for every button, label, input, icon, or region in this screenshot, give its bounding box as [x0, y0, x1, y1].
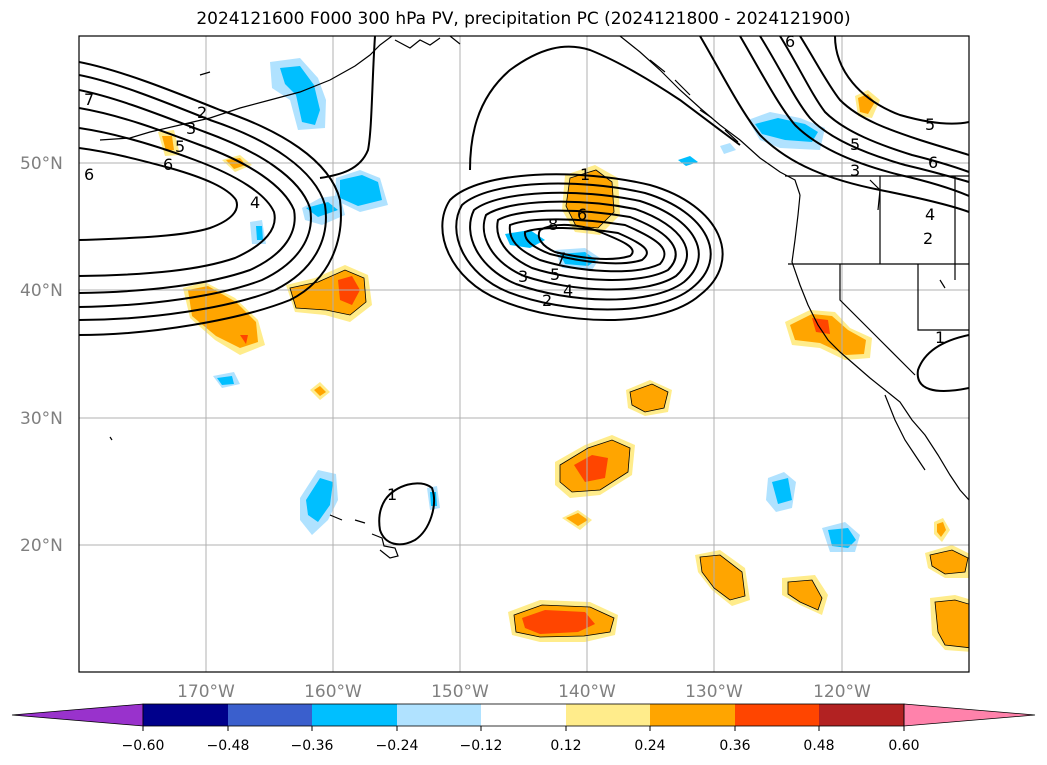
- colorbar-tick-6: 0.24: [634, 738, 665, 754]
- colorbar: −0.60 −0.48 −0.36 −0.24 −0.12 0.12 0.24 …: [11, 703, 1036, 754]
- colorbar-bin-8: [735, 704, 819, 726]
- contour-label-2b: 2: [197, 103, 207, 122]
- contour-label-4b: 4: [250, 193, 260, 212]
- contour-label-1c: 1: [935, 328, 945, 347]
- contour-label-6d: 6: [928, 153, 938, 172]
- colorbar-bin-5: [481, 704, 566, 726]
- contour-label-2: 2: [542, 291, 552, 310]
- colorbar-bin-2: [228, 704, 312, 726]
- colorbar-tick-1: −0.48: [207, 738, 250, 754]
- contour-label-6c: 6: [84, 165, 94, 184]
- precip-outlines: [289, 169, 969, 649]
- colorbar-bin-6: [566, 704, 650, 726]
- contour-label-1: 1: [580, 165, 590, 184]
- colorbar-bin-4: [397, 704, 481, 726]
- lat-label-20: 20°N: [20, 536, 63, 556]
- contour-label-1b: 1: [387, 485, 397, 504]
- colorbar-tick-5: 0.12: [550, 738, 581, 754]
- lon-label-150w: 150°W: [431, 682, 489, 702]
- lat-label-30: 30°N: [20, 409, 63, 429]
- contour-labels: 1 6 8 7 5 4 3 2 4 2 3 5 6 6 7 1 5 5 6 3 …: [84, 32, 945, 504]
- map-title: 2024121600 F000 300 hPa PV, precipitatio…: [196, 9, 851, 29]
- lon-labels: 170°W 160°W 150°W 140°W 130°W 120°W: [177, 682, 871, 702]
- contour-label-3b: 3: [186, 119, 196, 138]
- contour-label-4: 4: [563, 281, 573, 300]
- colorbar-bin-3: [312, 704, 397, 726]
- colorbar-tick-0: −0.60: [122, 738, 165, 754]
- contour-label-7: 7: [556, 249, 566, 268]
- contour-label-6b: 6: [163, 155, 173, 174]
- colorbar-low-extend: [11, 703, 144, 727]
- lon-label-170w: 170°W: [177, 682, 235, 702]
- lon-label-120w: 120°W: [813, 682, 871, 702]
- colorbar-tick-3: −0.24: [376, 738, 419, 754]
- colorbar-tick-2: −0.36: [291, 738, 334, 754]
- lat-labels: 50°N 40°N 30°N 20°N: [20, 154, 63, 556]
- lon-label-130w: 130°W: [685, 682, 743, 702]
- contour-label-2c: 2: [923, 229, 933, 248]
- lon-label-160w: 160°W: [304, 682, 362, 702]
- contour-label-8: 8: [548, 215, 558, 234]
- contour-label-3: 3: [518, 267, 528, 286]
- colorbar-bin-7: [650, 704, 735, 726]
- colorbar-tick-9: 0.60: [888, 738, 919, 754]
- contour-label-5: 5: [550, 265, 560, 284]
- contour-label-5d: 5: [850, 135, 860, 154]
- lon-label-140w: 140°W: [558, 682, 616, 702]
- colorbar-bin-9: [819, 704, 904, 726]
- lat-label-50: 50°N: [20, 154, 63, 174]
- contour-label-5b: 5: [175, 137, 185, 156]
- colorbar-high-extend: [903, 703, 1036, 727]
- plot-frame: [78, 35, 970, 673]
- colorbar-tick-8: 0.48: [803, 738, 834, 754]
- colorbar-bin-1: [143, 704, 228, 726]
- contour-label-6: 6: [577, 205, 587, 224]
- contour-label-5c: 5: [925, 115, 935, 134]
- contour-label-7b: 7: [84, 90, 94, 109]
- colorbar-tick-7: 0.36: [719, 738, 750, 754]
- colorbar-tick-4: −0.12: [460, 738, 503, 754]
- lat-label-40: 40°N: [20, 281, 63, 301]
- contour-label-3c: 3: [850, 161, 860, 180]
- contour-label-6e: 6: [785, 32, 795, 51]
- contour-label-4c: 4: [925, 205, 935, 224]
